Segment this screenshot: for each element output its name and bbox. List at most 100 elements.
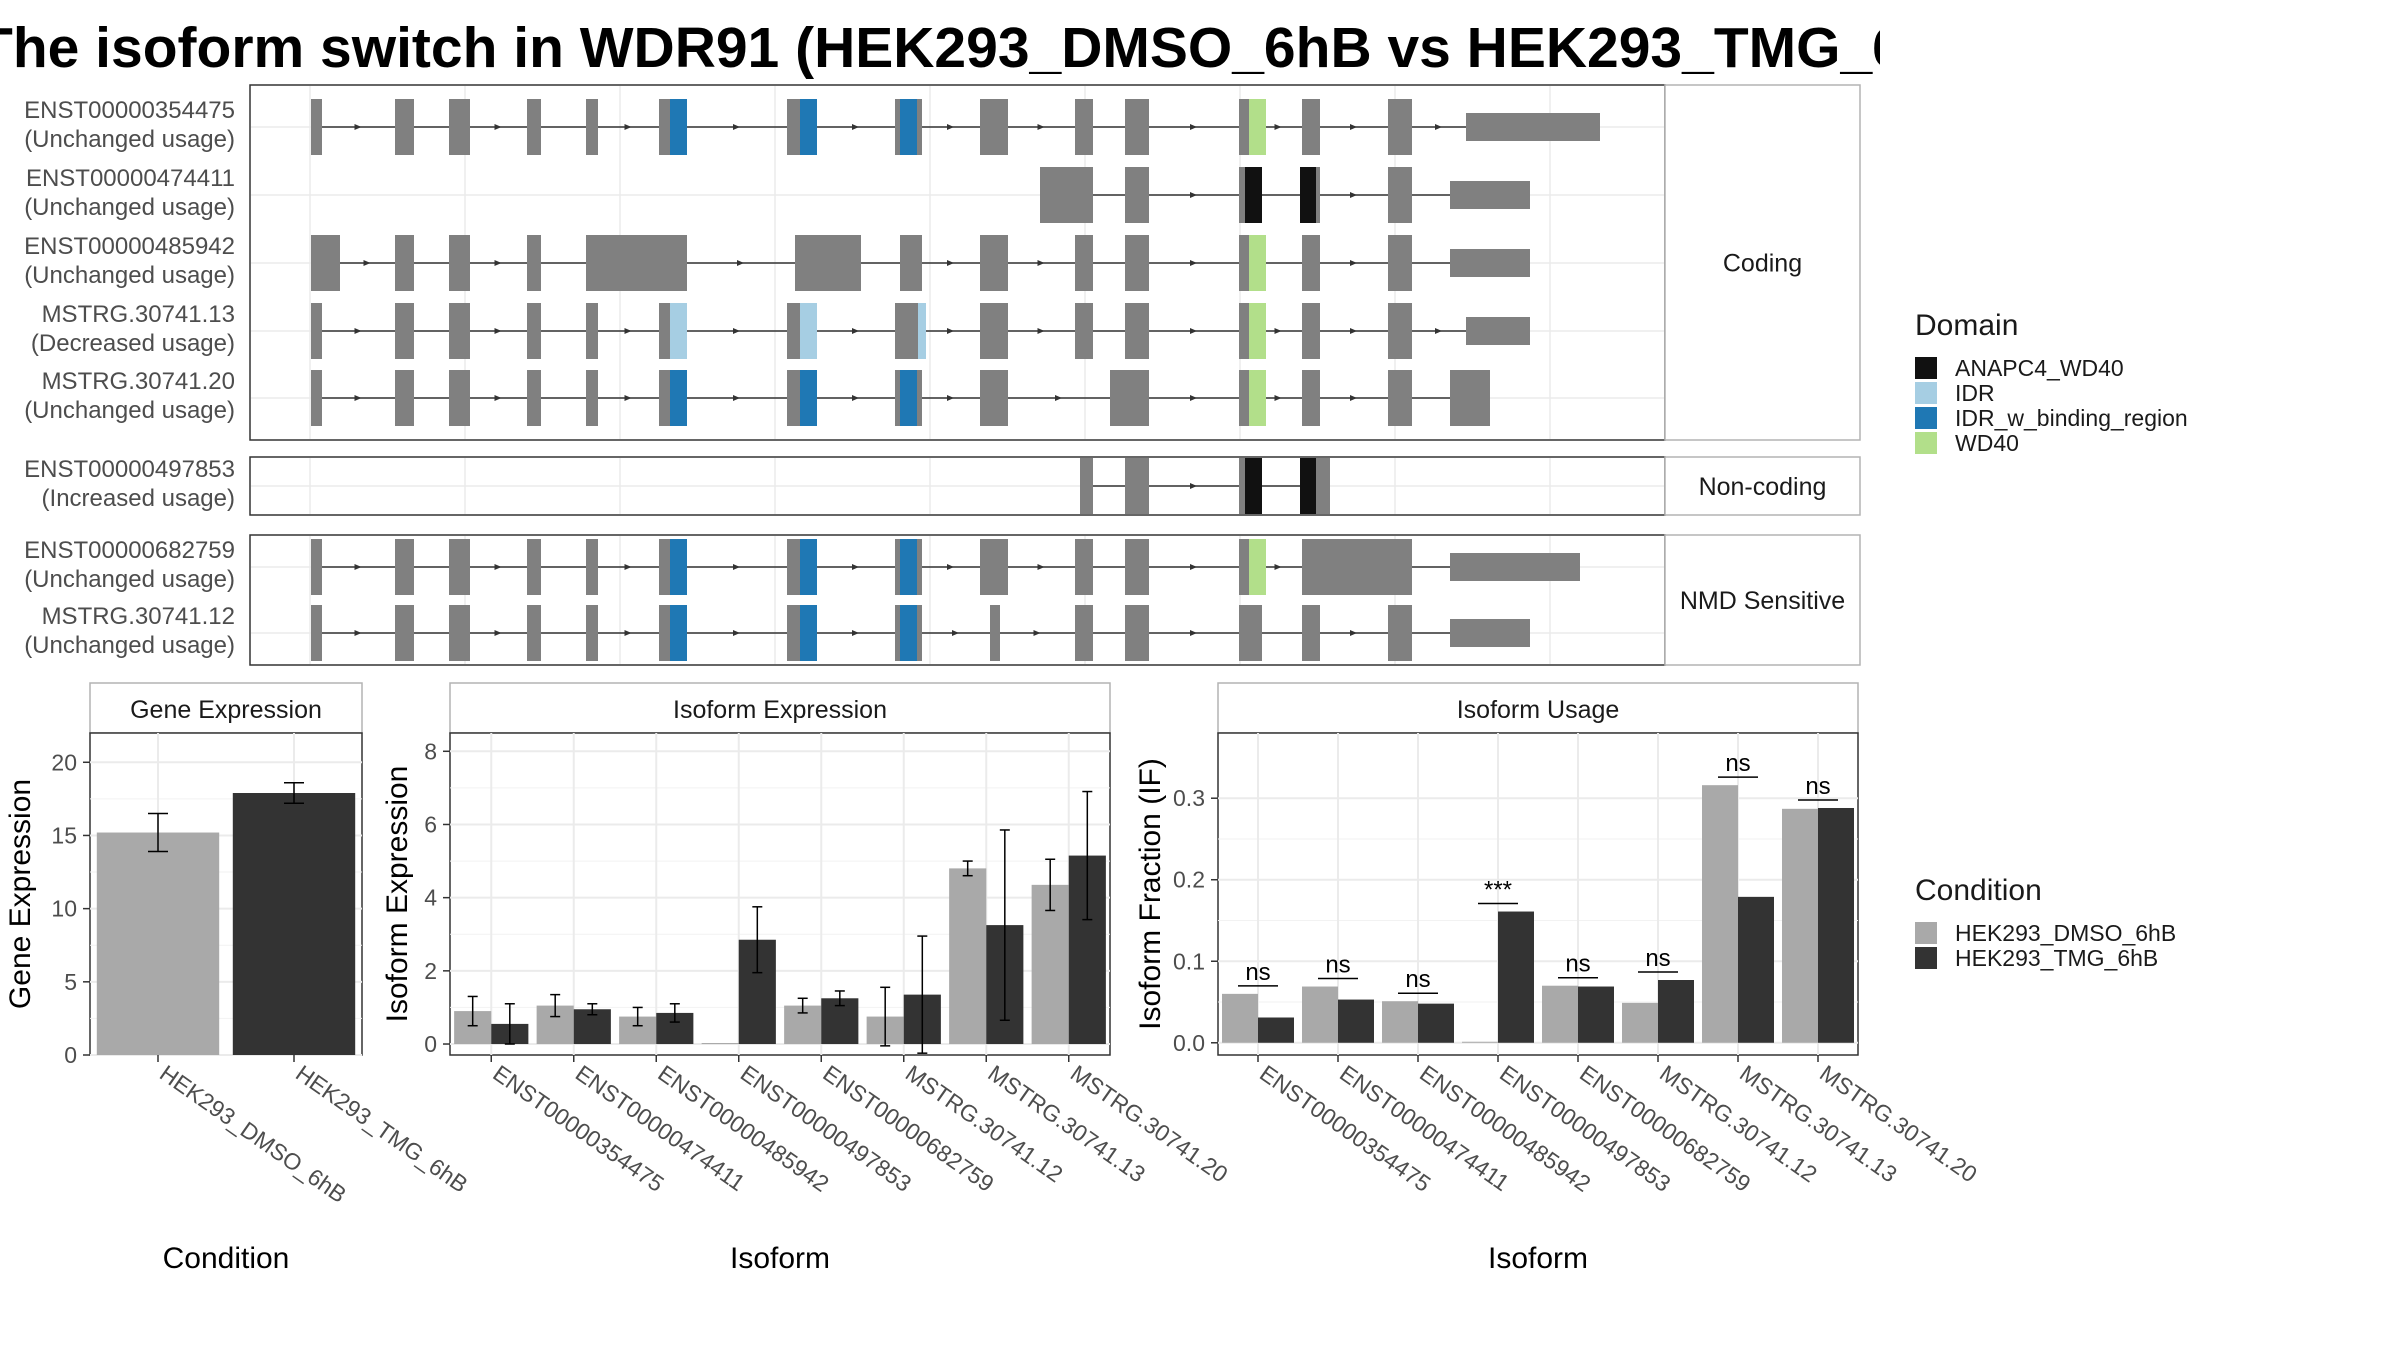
x-axis-label: Isoform xyxy=(730,1242,830,1275)
legend_domain-swatch xyxy=(1915,382,1937,404)
legend_condition-swatch xyxy=(1915,947,1937,969)
legend_domain-label: WD40 xyxy=(1955,430,2019,456)
domain-idr-w-binding-region xyxy=(900,539,917,595)
exon xyxy=(586,99,598,155)
domain-idr-w-binding-region xyxy=(670,370,687,426)
exon xyxy=(1125,458,1149,514)
intron-arrow xyxy=(737,260,744,266)
bar-hek293-tmg-6hb xyxy=(232,793,356,1055)
legend_condition-label: HEK293_TMG_6hB xyxy=(1955,945,2158,971)
exon xyxy=(1110,370,1149,426)
exon xyxy=(311,605,322,661)
bar-tmg xyxy=(1258,1017,1294,1043)
domain-idr-w-binding-region xyxy=(800,99,817,155)
domain-anapc4-wd40 xyxy=(1300,167,1316,223)
exon xyxy=(1125,539,1149,595)
exon xyxy=(1450,619,1530,647)
exon xyxy=(395,303,414,359)
group-label: Coding xyxy=(1723,250,1802,278)
bar-dmso xyxy=(1462,1041,1498,1043)
intron-arrow xyxy=(852,630,859,636)
exon xyxy=(449,370,470,426)
intron-arrow xyxy=(1435,328,1442,334)
y-axis-label: Isoform Fraction (IF) xyxy=(1134,758,1167,1030)
intron-arrow xyxy=(363,260,371,266)
group-label: Non-coding xyxy=(1699,473,1827,501)
exon xyxy=(1450,553,1580,581)
bar-dmso xyxy=(1542,985,1578,1043)
intron-arrow xyxy=(1274,395,1282,401)
domain-idr-w-binding-region xyxy=(800,370,817,426)
intron-arrow xyxy=(624,328,632,334)
legend_domain-label: IDR_w_binding_region xyxy=(1955,405,2188,431)
y-tick-label: 4 xyxy=(424,885,437,911)
exon xyxy=(900,235,922,291)
intron-arrow xyxy=(494,328,502,334)
exon xyxy=(1239,605,1262,661)
intron-arrow xyxy=(624,395,632,401)
y-tick-label: 0.0 xyxy=(1173,1030,1205,1056)
bar-dmso xyxy=(1702,785,1738,1043)
chart-strip xyxy=(449,682,1111,734)
intron-arrow xyxy=(1190,124,1197,130)
transcript-id: MSTRG.30741.12 xyxy=(42,603,235,630)
exon xyxy=(1302,99,1320,155)
intron-arrow xyxy=(733,564,740,570)
exon xyxy=(1388,235,1412,291)
transcript-usage: (Unchanged usage) xyxy=(24,397,235,424)
exon xyxy=(1302,303,1320,359)
intron-arrow xyxy=(1350,395,1357,401)
transcript-usage: (Unchanged usage) xyxy=(24,126,235,153)
exon xyxy=(527,303,541,359)
exon xyxy=(795,235,861,291)
exon xyxy=(1302,605,1320,661)
intron-arrow xyxy=(354,630,362,636)
domain-wd40 xyxy=(1249,235,1266,291)
significance-label: ns xyxy=(1805,773,1830,800)
intron-arrow xyxy=(624,124,632,130)
transcript-usage: (Increased usage) xyxy=(42,485,235,512)
transcript-usage: (Unchanged usage) xyxy=(24,566,235,593)
legend_domain-swatch xyxy=(1915,357,1937,379)
exon xyxy=(1125,235,1149,291)
exon xyxy=(980,370,1008,426)
y-tick-label: 2 xyxy=(424,958,437,984)
intron-arrow xyxy=(494,630,502,636)
legend_condition-swatch xyxy=(1915,922,1937,944)
exon xyxy=(1450,370,1490,426)
legend_condition-label: HEK293_DMSO_6hB xyxy=(1955,920,2176,946)
intron-arrow xyxy=(852,124,859,130)
chart-title: Gene Expression xyxy=(130,696,322,724)
domain-wd40 xyxy=(1249,303,1266,359)
intron-arrow xyxy=(354,564,362,570)
intron-arrow xyxy=(354,395,362,401)
legend_domain-swatch xyxy=(1915,432,1937,454)
intron-arrow xyxy=(1190,260,1197,266)
exon xyxy=(586,605,598,661)
x-axis-label: Isoform xyxy=(1488,1242,1588,1275)
exon xyxy=(980,99,1008,155)
intron-arrow xyxy=(1037,564,1045,570)
significance-label: ns xyxy=(1245,959,1270,986)
domain-idr-w-binding-region xyxy=(670,605,687,661)
exon xyxy=(527,539,541,595)
exon xyxy=(1125,99,1149,155)
intron-arrow xyxy=(852,328,859,334)
bar-dmso xyxy=(1302,986,1338,1043)
y-tick-label: 0.2 xyxy=(1173,867,1205,893)
exon xyxy=(311,303,322,359)
domain-anapc4-wd40 xyxy=(1300,458,1316,514)
intron-arrow xyxy=(733,328,740,334)
exon xyxy=(1388,167,1412,223)
domain-idr-w-binding-region xyxy=(900,605,917,661)
intron-arrow xyxy=(852,395,859,401)
transcript-id: ENST00000682759 xyxy=(24,537,235,564)
intron-arrow xyxy=(1350,260,1357,266)
transcript-id: ENST00000497853 xyxy=(24,456,235,483)
intron-arrow xyxy=(494,395,502,401)
exon xyxy=(586,303,598,359)
exon xyxy=(395,539,414,595)
domain-wd40 xyxy=(1249,370,1266,426)
intron-arrow xyxy=(1037,124,1045,130)
domain-idr-w-binding-region xyxy=(670,99,687,155)
